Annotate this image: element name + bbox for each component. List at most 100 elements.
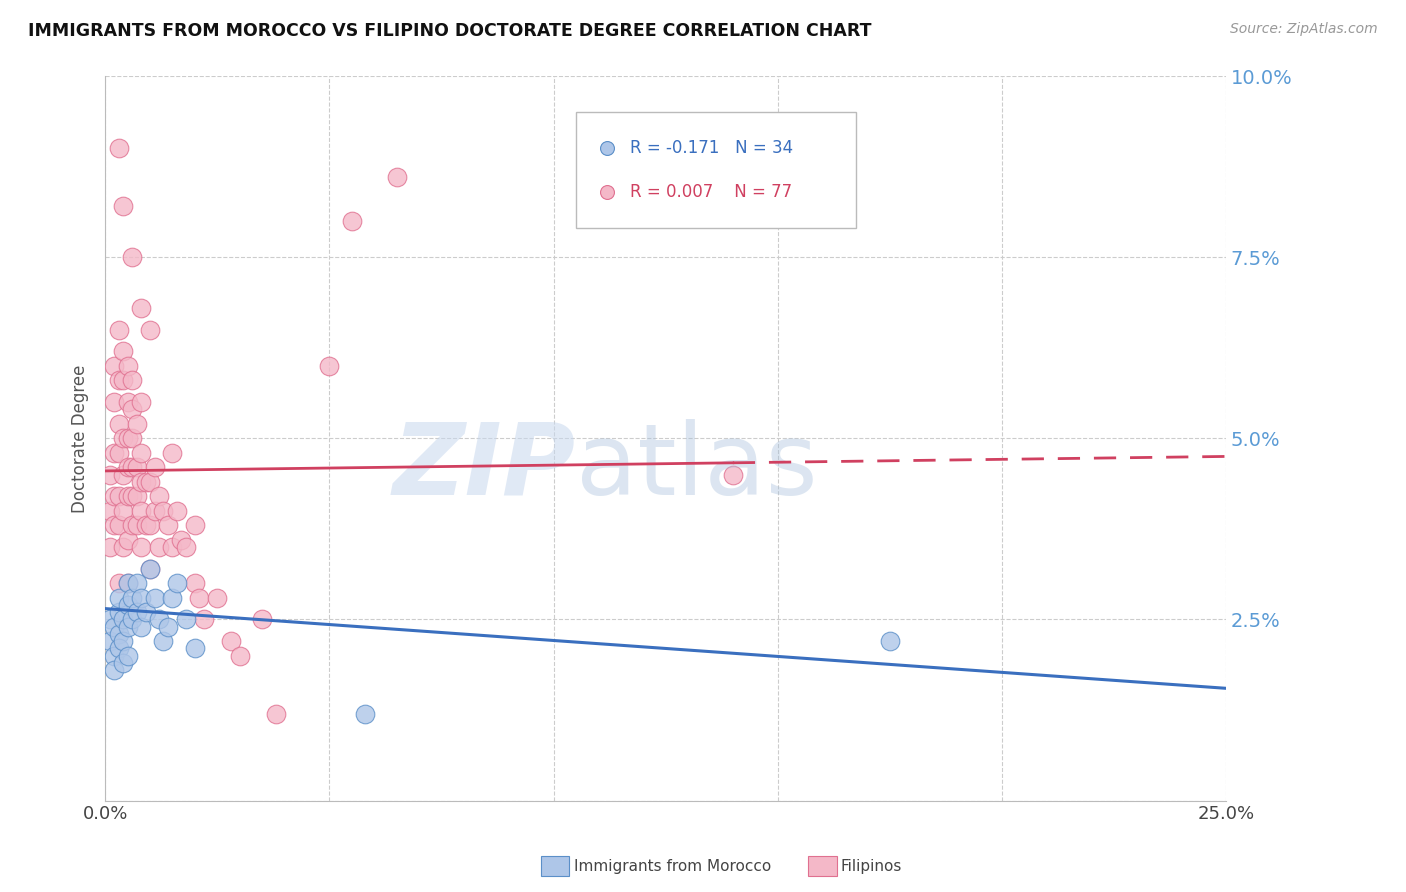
Point [107,417,129,431]
Point [112,612,135,626]
Point [125,417,148,431]
Point [117,620,139,634]
Point [139,323,162,337]
Point [103,663,125,677]
Point [112,656,135,670]
Point [107,446,129,460]
Point [318,359,340,373]
Point [117,460,139,475]
Point [125,576,148,591]
Point [103,489,125,503]
Point [721,467,744,482]
Text: atlas: atlas [576,419,817,516]
Point [117,576,139,591]
Point [103,446,125,460]
Point [250,612,273,626]
Point [135,475,157,489]
Point [107,591,129,605]
Point [184,641,207,656]
Point [103,620,125,634]
Point [193,612,215,626]
Point [121,460,143,475]
Point [340,214,363,228]
Point [143,460,166,475]
Point [174,540,197,554]
Text: Filipinos: Filipinos [841,859,903,873]
Point [121,518,143,533]
Point [103,648,125,663]
Point [129,395,152,409]
Point [143,504,166,518]
Point [129,301,152,315]
Point [112,344,135,359]
Point [121,591,143,605]
Point [121,250,143,264]
Point [135,605,157,619]
Point [139,518,162,533]
Point [166,504,188,518]
Text: ZIP: ZIP [392,419,576,516]
Point [152,504,174,518]
Point [112,467,135,482]
Point [174,612,197,626]
Point [152,634,174,648]
Point [121,489,143,503]
Point [117,431,139,445]
Point [125,489,148,503]
Point [121,431,143,445]
Point [107,373,129,387]
Point [103,518,125,533]
Point [135,518,157,533]
Point [184,518,207,533]
Point [139,562,162,576]
Point [107,641,129,656]
Point [112,540,135,554]
FancyBboxPatch shape [576,112,856,228]
Text: Immigrants from Morocco: Immigrants from Morocco [574,859,770,873]
Point [112,504,135,518]
Point [129,475,152,489]
Point [117,648,139,663]
Point [107,576,129,591]
Point [112,373,135,387]
Point [112,431,135,445]
Point [121,373,143,387]
Text: R = 0.007    N = 77: R = 0.007 N = 77 [630,183,792,201]
Point [125,518,148,533]
Point [98,540,121,554]
Point [121,612,143,626]
Point [207,591,229,605]
Point [148,540,170,554]
Point [107,627,129,641]
Point [129,504,152,518]
Point [354,706,377,721]
Point [107,605,129,619]
Point [170,533,193,547]
Point [129,620,152,634]
Point [98,612,121,626]
Point [103,395,125,409]
Point [162,446,184,460]
Point [148,612,170,626]
Point [117,489,139,503]
Point [162,540,184,554]
Text: IMMIGRANTS FROM MOROCCO VS FILIPINO DOCTORATE DEGREE CORRELATION CHART: IMMIGRANTS FROM MOROCCO VS FILIPINO DOCT… [28,22,872,40]
Point [107,323,129,337]
Point [148,489,170,503]
Point [112,634,135,648]
Point [139,562,162,576]
Text: Source: ZipAtlas.com: Source: ZipAtlas.com [1230,22,1378,37]
Point [125,460,148,475]
Point [117,598,139,612]
Point [117,359,139,373]
Point [879,634,901,648]
Y-axis label: Doctorate Degree: Doctorate Degree [72,364,89,513]
Point [129,540,152,554]
Point [117,395,139,409]
Point [139,475,162,489]
Point [98,467,121,482]
Point [107,489,129,503]
Point [156,620,179,634]
Point [107,141,129,155]
Point [143,591,166,605]
